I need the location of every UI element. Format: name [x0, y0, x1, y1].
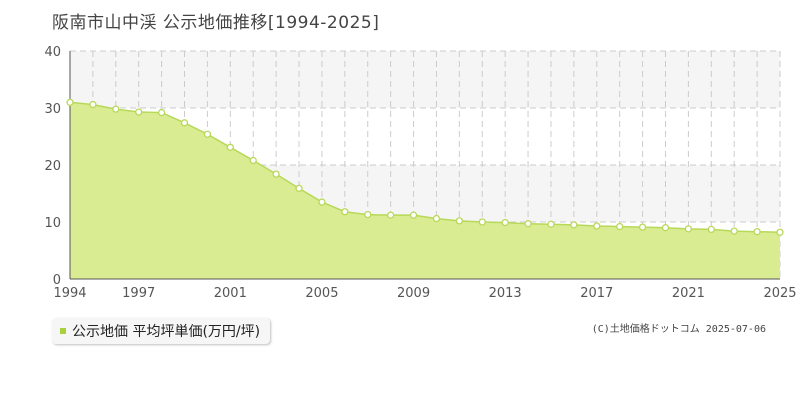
plot-band: [70, 51, 780, 108]
data-point: [112, 105, 120, 113]
data-point: [570, 221, 578, 229]
data-point: [180, 119, 189, 127]
data-point: [478, 218, 486, 226]
x-tick-label: 1997: [122, 286, 155, 301]
data-point: [157, 108, 166, 117]
data-point: [776, 228, 784, 236]
y-tick-label: 0: [53, 273, 61, 288]
legend-marker-icon: [60, 328, 66, 334]
x-tick-label: 2021: [672, 286, 705, 301]
data-point: [89, 100, 97, 109]
data-point: [753, 228, 761, 236]
data-point: [341, 208, 349, 216]
y-tick-label: 20: [44, 159, 61, 174]
data-point: [135, 108, 143, 116]
data-point: [547, 220, 555, 228]
x-tick-label: 2025: [763, 286, 796, 301]
data-point: [318, 198, 326, 206]
data-point: [249, 156, 257, 165]
data-point: [707, 225, 715, 234]
data-point: [66, 98, 74, 106]
data-point: [661, 224, 670, 232]
y-tick-label: 10: [44, 216, 61, 231]
data-point: [226, 143, 234, 151]
legend-label: 公示地価 平均坪単価(万円/坪): [72, 324, 261, 340]
credit-text: (C)土地価格ドットコム 2025-07-06: [591, 324, 766, 335]
chart-title: 阪南市山中渓 公示地価推移[1994-2025]: [52, 13, 380, 33]
x-tick-label: 1994: [53, 286, 86, 301]
y-tick-label: 40: [44, 45, 61, 60]
data-point: [272, 170, 280, 178]
series-area: [70, 102, 780, 279]
x-tick-label: 2001: [214, 286, 247, 301]
y-tick-label: 30: [44, 102, 61, 117]
data-point: [501, 218, 509, 227]
data-point: [638, 223, 647, 231]
series-line: [69, 101, 781, 234]
x-tick-label: 2009: [397, 286, 430, 301]
data-point: [524, 220, 532, 228]
x-tick-label: 2005: [305, 286, 338, 301]
data-point: [409, 211, 418, 219]
data-point: [593, 222, 601, 230]
data-point: [432, 214, 441, 223]
x-tick-label: 2017: [580, 286, 613, 301]
data-point: [364, 210, 372, 219]
data-point: [455, 217, 464, 225]
data-point: [203, 130, 212, 138]
data-point: [684, 225, 693, 233]
data-point: [616, 222, 624, 231]
data-point: [730, 227, 738, 235]
data-point: [386, 211, 395, 219]
data-point: [295, 184, 303, 193]
x-tick-label: 2013: [489, 286, 522, 301]
legend: 公示地価 平均坪単価(万円/坪): [52, 318, 271, 344]
